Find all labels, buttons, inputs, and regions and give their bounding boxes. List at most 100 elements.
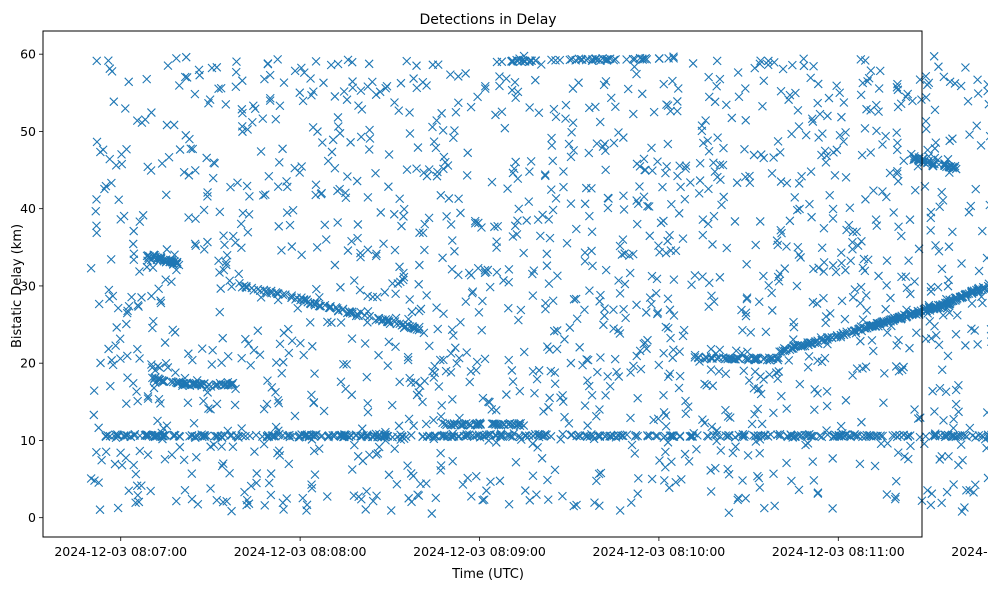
scatter-point: [288, 205, 298, 215]
scatter-point: [765, 370, 774, 379]
scatter-point: [810, 385, 820, 394]
scatter-point: [267, 383, 277, 392]
scatter-point: [525, 103, 535, 112]
scatter-point: [609, 138, 619, 148]
scatter-point: [399, 272, 409, 282]
scatter-point: [237, 424, 247, 433]
scatter-point: [904, 310, 914, 320]
scatter-point: [750, 353, 760, 363]
scatter-point: [746, 327, 756, 337]
scatter-point: [894, 335, 903, 345]
scatter-point: [718, 160, 728, 170]
scatter-point: [516, 305, 526, 315]
scatter-point: [263, 430, 273, 440]
scatter-point: [892, 145, 902, 155]
scatter-point: [363, 192, 373, 202]
scatter-point: [203, 188, 212, 197]
scatter-point: [107, 178, 116, 188]
scatter-point: [98, 145, 108, 155]
scatter-point: [282, 208, 292, 217]
scatter-point: [164, 152, 174, 162]
scatter-point: [645, 431, 655, 441]
scatter-point: [342, 359, 352, 369]
scatter-point: [310, 300, 320, 310]
scatter-point: [309, 398, 319, 408]
scatter-point: [339, 87, 349, 96]
scatter-point: [835, 88, 845, 98]
scatter-point: [707, 291, 716, 301]
scatter-point: [453, 72, 463, 81]
scatter-point: [308, 87, 318, 96]
scatter-point: [832, 332, 842, 341]
scatter-point: [135, 267, 144, 276]
scatter-point: [330, 163, 340, 173]
scatter-point: [180, 485, 190, 495]
scatter-point: [265, 96, 275, 105]
scatter-point: [773, 374, 783, 383]
scatter-point: [360, 339, 370, 348]
scatter-point: [493, 221, 503, 231]
scatter-point: [233, 178, 242, 188]
scatter-point: [879, 369, 889, 378]
scatter-point: [672, 106, 682, 116]
scatter-point: [742, 294, 752, 304]
scatter-point: [821, 157, 831, 167]
y-tick-label: 10: [20, 433, 36, 448]
scatter-point: [653, 308, 663, 317]
y-tick-label: 60: [20, 47, 36, 62]
scatter-point: [910, 405, 919, 414]
scatter-point: [568, 118, 578, 128]
scatter-point: [262, 432, 272, 442]
scatter-point: [394, 421, 404, 431]
scatter-point: [654, 241, 663, 251]
scatter-point: [503, 303, 513, 313]
scatter-point: [221, 100, 231, 109]
scatter-point: [702, 380, 712, 390]
scatter-point: [893, 176, 903, 186]
scatter-point: [632, 69, 641, 79]
scatter-point: [196, 379, 206, 389]
scatter-point: [448, 429, 458, 439]
scatter-point: [503, 184, 512, 194]
scatter-point: [472, 357, 482, 367]
scatter-point: [92, 137, 102, 147]
scatter-point: [773, 355, 783, 365]
scatter-point: [771, 368, 781, 377]
scatter-point: [496, 420, 506, 430]
scatter-point: [625, 268, 635, 278]
scatter-point: [413, 143, 423, 152]
scatter-point: [275, 339, 285, 349]
scatter-point: [219, 231, 228, 240]
scatter-point: [174, 260, 184, 270]
scatter-point: [322, 317, 332, 327]
scatter-point: [952, 310, 962, 320]
scatter-point: [507, 366, 517, 375]
scatter-point: [392, 319, 402, 329]
scatter-point: [132, 481, 142, 491]
scatter-point: [900, 452, 909, 461]
scatter-point: [95, 505, 105, 515]
scatter-point: [480, 354, 490, 364]
scatter-point: [146, 166, 156, 175]
scatter-point: [190, 89, 200, 99]
scatter-point: [390, 98, 399, 107]
scatter-point: [258, 114, 268, 124]
scatter-point: [353, 233, 362, 243]
scatter-point: [844, 220, 854, 230]
scatter-point: [264, 478, 274, 488]
scatter-point: [975, 285, 984, 295]
scatter-point: [414, 388, 424, 397]
scatter-point: [924, 303, 934, 313]
scatter-point: [383, 361, 393, 371]
scatter-point: [364, 59, 374, 69]
scatter-point: [387, 400, 397, 410]
scatter-point: [600, 304, 609, 313]
scatter-point: [253, 326, 263, 336]
scatter-point: [452, 358, 462, 368]
scatter-point: [785, 345, 795, 355]
scatter-point: [147, 108, 156, 117]
scatter-point: [622, 55, 632, 64]
scatter-point: [287, 242, 297, 251]
scatter-point: [319, 406, 329, 416]
scatter-point: [633, 473, 643, 483]
